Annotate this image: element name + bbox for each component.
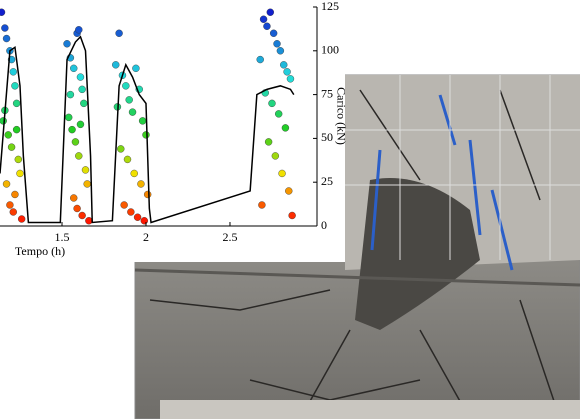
tile-grid bbox=[345, 75, 580, 260]
point bbox=[256, 55, 264, 64]
load-line bbox=[0, 35, 295, 224]
y-tick-label: 75 bbox=[321, 86, 333, 100]
x-axis-label: Tempo (h) bbox=[15, 244, 65, 258]
y-tick-label: 0 bbox=[321, 218, 327, 232]
x-tick-label: 1.5 bbox=[54, 230, 69, 244]
point bbox=[78, 85, 86, 94]
point bbox=[140, 217, 149, 225]
floor bbox=[160, 400, 580, 419]
point bbox=[115, 29, 123, 37]
point bbox=[73, 204, 81, 213]
point bbox=[276, 47, 285, 55]
point bbox=[65, 113, 73, 122]
edge bbox=[134, 268, 580, 287]
point bbox=[0, 8, 6, 16]
point bbox=[2, 34, 11, 43]
point bbox=[280, 61, 288, 69]
point bbox=[112, 61, 120, 69]
point bbox=[85, 217, 93, 225]
point bbox=[70, 194, 78, 202]
y-tick-label: 100 bbox=[321, 43, 339, 57]
point bbox=[122, 82, 130, 90]
point bbox=[71, 138, 80, 146]
point bbox=[1, 24, 9, 32]
point bbox=[9, 208, 17, 216]
point bbox=[16, 169, 24, 178]
point bbox=[268, 99, 276, 108]
point bbox=[68, 125, 76, 134]
point bbox=[123, 155, 132, 164]
y-tick-label: 50 bbox=[321, 130, 333, 144]
point bbox=[76, 73, 85, 81]
point bbox=[128, 108, 137, 116]
y-tick-label: 25 bbox=[321, 174, 333, 188]
point bbox=[75, 152, 83, 160]
point bbox=[6, 201, 14, 209]
y-axis-label: Carico (kN) bbox=[334, 87, 348, 145]
point bbox=[142, 131, 150, 139]
point bbox=[130, 169, 138, 178]
point bbox=[75, 26, 83, 34]
point bbox=[11, 82, 19, 90]
point bbox=[78, 211, 86, 220]
point bbox=[137, 180, 145, 188]
point bbox=[266, 8, 274, 16]
point bbox=[63, 40, 71, 48]
point bbox=[12, 125, 21, 134]
point bbox=[138, 117, 147, 125]
point bbox=[70, 64, 78, 73]
point bbox=[269, 29, 278, 37]
point bbox=[17, 215, 26, 223]
point bbox=[2, 180, 11, 188]
point bbox=[285, 187, 293, 195]
point bbox=[278, 169, 286, 178]
y-tick-label: 125 bbox=[321, 0, 339, 13]
plot: 0 25 50 75 100 125 1.5 2 2.5 bbox=[0, 0, 339, 244]
point bbox=[288, 211, 296, 220]
point bbox=[259, 15, 268, 23]
point bbox=[143, 190, 152, 199]
point bbox=[283, 68, 291, 76]
point bbox=[133, 213, 142, 221]
point bbox=[4, 131, 12, 139]
point bbox=[14, 155, 23, 164]
point bbox=[258, 201, 266, 209]
point bbox=[83, 180, 91, 188]
point bbox=[125, 96, 133, 104]
chart-background bbox=[0, 0, 345, 262]
point bbox=[11, 190, 19, 199]
point bbox=[132, 64, 140, 73]
point bbox=[274, 110, 283, 118]
point bbox=[12, 99, 21, 108]
point bbox=[66, 90, 75, 99]
point bbox=[117, 145, 125, 153]
point bbox=[9, 68, 17, 76]
point bbox=[271, 152, 280, 160]
photo bbox=[134, 74, 580, 419]
point bbox=[81, 166, 90, 174]
x-tick-label: 2 bbox=[143, 230, 149, 244]
point bbox=[7, 143, 16, 151]
point bbox=[264, 138, 273, 146]
point bbox=[281, 124, 290, 132]
point bbox=[263, 22, 271, 30]
point bbox=[127, 208, 135, 216]
x-tick-label: 2.5 bbox=[222, 230, 237, 244]
spalled-zone bbox=[355, 178, 480, 330]
blue-marks bbox=[370, 94, 514, 271]
point bbox=[120, 201, 128, 209]
point bbox=[80, 99, 88, 108]
point bbox=[76, 120, 85, 129]
point bbox=[273, 40, 281, 48]
point bbox=[286, 75, 295, 83]
